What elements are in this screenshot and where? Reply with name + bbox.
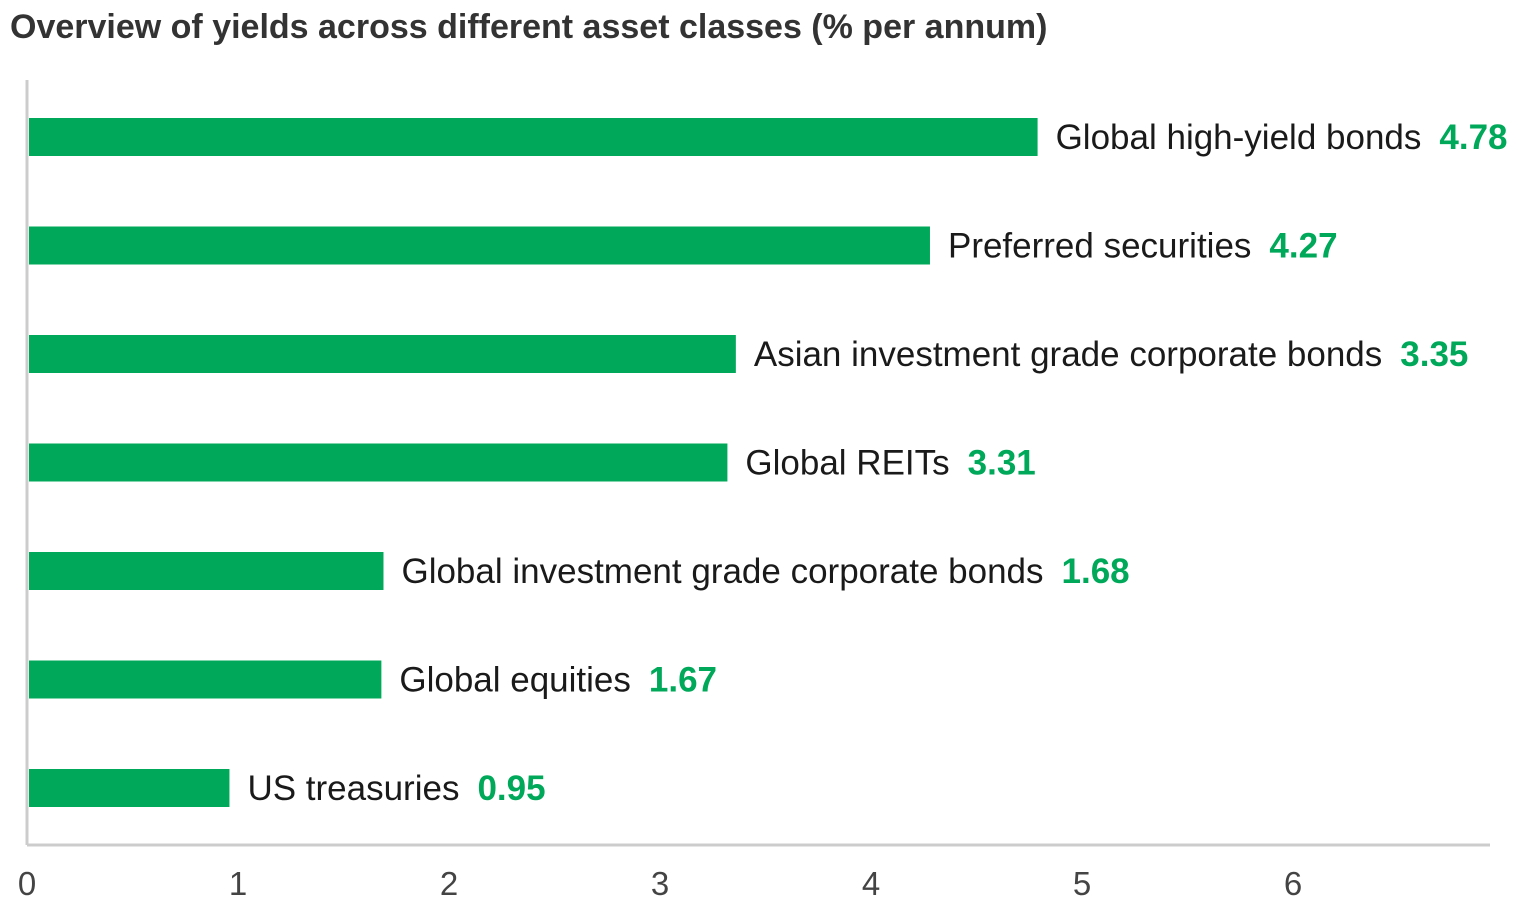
value-label: 3.31 xyxy=(968,444,1036,483)
x-tick-label: 2 xyxy=(440,865,458,902)
bar xyxy=(29,335,736,373)
category-label: Asian investment grade corporate bonds xyxy=(754,335,1382,374)
category-label: Preferred securities xyxy=(948,227,1251,266)
value-label: 4.78 xyxy=(1439,118,1507,157)
bar xyxy=(29,769,230,807)
chart-axes xyxy=(25,80,1490,847)
bar xyxy=(29,660,382,699)
category-label: Global high-yield bonds xyxy=(1056,118,1422,157)
value-label: 3.35 xyxy=(1400,335,1468,374)
chart-bars: Global high-yield bonds 4.78 Preferred sec… xyxy=(29,118,1508,808)
x-axis-ticks: 0 1 2 3 4 5 6 xyxy=(18,865,1302,902)
bar xyxy=(29,118,1038,156)
value-label: 1.68 xyxy=(1062,552,1130,591)
value-label: 1.67 xyxy=(649,661,717,700)
x-tick-label: 0 xyxy=(18,865,36,902)
category-label: US treasuries xyxy=(247,769,459,808)
x-tick-label: 5 xyxy=(1073,865,1091,902)
bar xyxy=(29,552,384,590)
bar xyxy=(29,443,728,482)
x-tick-label: 4 xyxy=(862,865,880,902)
x-tick-label: 6 xyxy=(1284,865,1302,902)
value-label: 0.95 xyxy=(477,769,545,808)
bar xyxy=(29,226,930,265)
chart-title: Overview of yields across different asse… xyxy=(10,8,1048,46)
category-label: Global REITs xyxy=(745,444,949,483)
category-label: Global investment grade corporate bonds xyxy=(401,552,1043,591)
x-tick-label: 3 xyxy=(651,865,669,902)
value-label: 4.27 xyxy=(1269,227,1337,266)
category-label: Global equities xyxy=(399,661,631,700)
x-tick-label: 1 xyxy=(229,865,247,902)
